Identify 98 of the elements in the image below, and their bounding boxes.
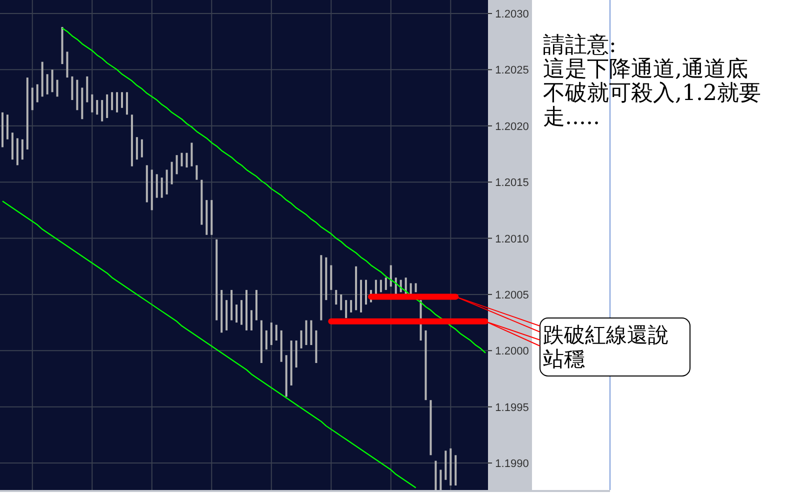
- bar: [260, 320, 262, 364]
- bar: [270, 322, 272, 346]
- bar: [454, 455, 457, 486]
- bar: [290, 340, 292, 386]
- bar: [91, 94, 94, 112]
- bar: [16, 138, 18, 166]
- bar: [226, 300, 228, 330]
- bar: [430, 400, 432, 456]
- bar: [450, 448, 452, 486]
- bar: [56, 80, 58, 97]
- bar: [190, 142, 193, 166]
- bar: [140, 139, 143, 158]
- bar: [200, 180, 203, 225]
- bar: [210, 200, 213, 235]
- bar: [176, 155, 178, 174]
- bar: [6, 114, 8, 140]
- bar: [61, 26, 64, 64]
- bar: [76, 80, 78, 110]
- y-tick-label: 1.2005: [495, 289, 529, 302]
- bar: [390, 265, 392, 287]
- bar: [410, 283, 412, 294]
- y-tick-label: 1.2015: [495, 177, 529, 190]
- bar: [130, 114, 133, 166]
- bar: [280, 330, 282, 362]
- bar: [384, 278, 387, 290]
- bar: [66, 52, 68, 78]
- bar: [374, 280, 377, 294]
- bar: [255, 290, 258, 320]
- y-tick-label: 1.2000: [495, 346, 529, 358]
- bar: [414, 283, 417, 292]
- bar: [216, 239, 218, 320]
- bar: [265, 330, 268, 350]
- bar: [136, 137, 138, 160]
- bar: [240, 300, 243, 325]
- bar: [196, 165, 198, 180]
- bar: [325, 257, 328, 300]
- bar: [424, 330, 427, 400]
- bar: [71, 76, 74, 100]
- bar: [36, 84, 38, 102]
- y-tick-label: 1.2030: [495, 8, 529, 20]
- bar: [380, 280, 382, 292]
- bar: [146, 165, 148, 202]
- bar: [250, 310, 252, 330]
- bar: [31, 88, 34, 110]
- bar: [41, 62, 44, 97]
- bar: [365, 280, 367, 305]
- bar: [434, 460, 437, 490]
- bar: [86, 76, 88, 102]
- bar: [96, 100, 98, 115]
- bar: [156, 174, 158, 198]
- bar: [11, 132, 14, 160]
- bar: [360, 280, 362, 312]
- y-tick-label: 1.2025: [495, 64, 529, 77]
- bar: [444, 450, 447, 480]
- y-tick-label: 1.2020: [495, 120, 529, 133]
- bar: [295, 340, 298, 368]
- bar: [46, 74, 48, 94]
- bar: [180, 152, 183, 166]
- bar: [340, 294, 342, 310]
- bar: [101, 100, 104, 122]
- bar: [285, 355, 288, 397]
- bar: [275, 324, 278, 341]
- bar: [315, 330, 318, 364]
- bar: [230, 290, 233, 320]
- bar: [106, 94, 108, 118]
- bar: [350, 300, 352, 312]
- bar: [121, 92, 123, 108]
- bar: [310, 320, 312, 346]
- bar: [330, 265, 332, 290]
- bar: [51, 70, 54, 92]
- bar: [220, 290, 223, 333]
- bar: [245, 290, 248, 330]
- bar: [335, 290, 338, 305]
- bar: [440, 470, 442, 490]
- text: 跌破紅線還說站穩: [543, 323, 669, 371]
- bar: [300, 330, 302, 348]
- bar: [236, 304, 238, 323]
- bar: [116, 92, 118, 112]
- y-tick-label: 1.1990: [495, 458, 529, 470]
- note: 請註意: 這是下降通道,通道底不破就可殺入,1.2就要走.....: [543, 33, 761, 130]
- bar: [186, 152, 188, 168]
- y-tick-label: 1.2010: [495, 233, 529, 246]
- y-tick-label: 1.1995: [495, 402, 529, 414]
- bar: [21, 139, 24, 160]
- bar: [26, 78, 28, 150]
- bar: [166, 170, 168, 194]
- bar: [345, 300, 348, 318]
- bar: [1, 112, 4, 148]
- bar: [160, 178, 163, 198]
- bar: [81, 88, 84, 120]
- bar: [170, 162, 173, 184]
- bar: [206, 200, 208, 235]
- bar: [111, 92, 114, 110]
- bar: [320, 255, 322, 320]
- bar: [126, 92, 128, 115]
- bar: [305, 320, 308, 346]
- bar: [355, 266, 358, 310]
- bar: [150, 170, 153, 210]
